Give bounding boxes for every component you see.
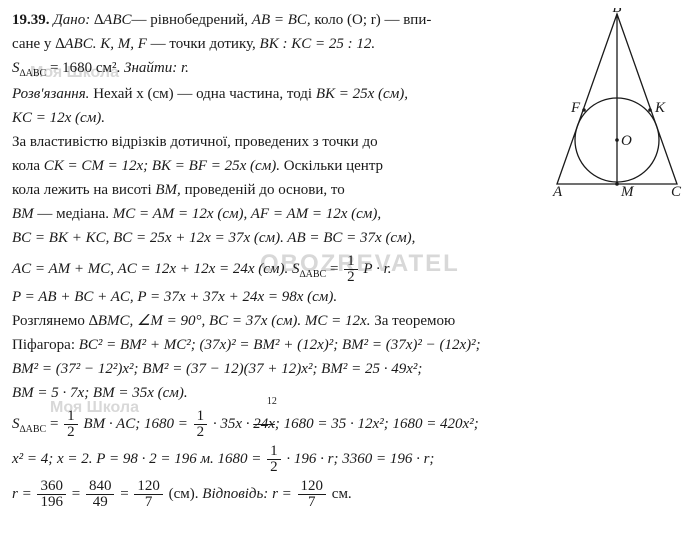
fraction: 84049 [84, 479, 117, 510]
fraction: 12 [62, 409, 80, 440]
fraction: 12 [265, 444, 283, 475]
solution-text: 19.39. Дано: ∆ABC— рівнобедрений, AB = B… [12, 8, 687, 510]
problem-number: 19.39. [12, 12, 50, 28]
fraction: 1207 [132, 479, 165, 510]
fraction: 12 [192, 409, 210, 440]
fraction: 360196 [35, 479, 68, 510]
fraction: 1207 [296, 479, 329, 510]
fraction: 12 [342, 254, 360, 285]
